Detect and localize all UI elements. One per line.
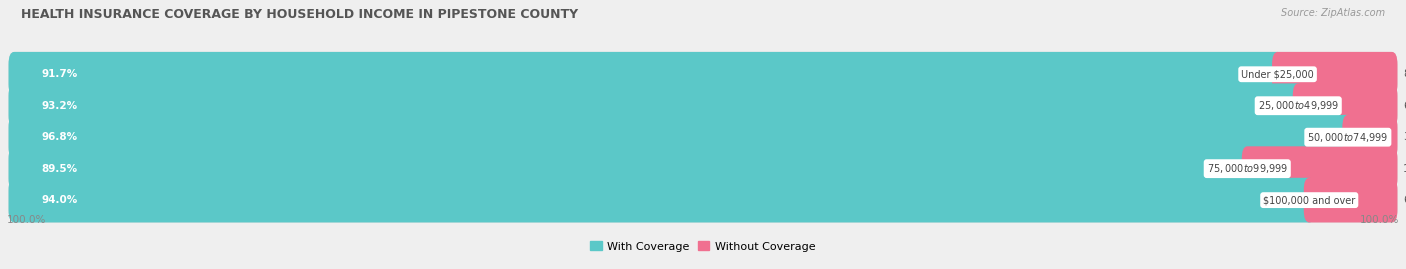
Text: Source: ZipAtlas.com: Source: ZipAtlas.com xyxy=(1281,8,1385,18)
Text: 8.3%: 8.3% xyxy=(1403,69,1406,79)
FancyBboxPatch shape xyxy=(1272,52,1398,97)
FancyBboxPatch shape xyxy=(1241,146,1398,191)
FancyBboxPatch shape xyxy=(8,115,1354,160)
FancyBboxPatch shape xyxy=(8,83,1303,128)
Text: 93.2%: 93.2% xyxy=(42,101,77,111)
Legend: With Coverage, Without Coverage: With Coverage, Without Coverage xyxy=(591,241,815,252)
FancyBboxPatch shape xyxy=(8,115,1398,160)
Text: Under $25,000: Under $25,000 xyxy=(1241,69,1315,79)
FancyBboxPatch shape xyxy=(8,83,1398,128)
Text: 3.2%: 3.2% xyxy=(1403,132,1406,142)
FancyBboxPatch shape xyxy=(1292,83,1398,128)
FancyBboxPatch shape xyxy=(8,52,1398,97)
Text: 10.5%: 10.5% xyxy=(1403,164,1406,174)
Text: HEALTH INSURANCE COVERAGE BY HOUSEHOLD INCOME IN PIPESTONE COUNTY: HEALTH INSURANCE COVERAGE BY HOUSEHOLD I… xyxy=(21,8,578,21)
Text: 91.7%: 91.7% xyxy=(42,69,77,79)
Text: 100.0%: 100.0% xyxy=(1360,215,1399,225)
FancyBboxPatch shape xyxy=(8,178,1398,222)
FancyBboxPatch shape xyxy=(8,146,1398,191)
Text: $25,000 to $49,999: $25,000 to $49,999 xyxy=(1257,99,1339,112)
Text: $100,000 and over: $100,000 and over xyxy=(1263,195,1355,205)
Text: 6.8%: 6.8% xyxy=(1403,101,1406,111)
Text: 89.5%: 89.5% xyxy=(42,164,77,174)
FancyBboxPatch shape xyxy=(8,178,1315,222)
Text: 6.0%: 6.0% xyxy=(1403,195,1406,205)
Text: 96.8%: 96.8% xyxy=(42,132,77,142)
FancyBboxPatch shape xyxy=(8,52,1284,97)
Text: 100.0%: 100.0% xyxy=(7,215,46,225)
Text: $50,000 to $74,999: $50,000 to $74,999 xyxy=(1308,131,1389,144)
FancyBboxPatch shape xyxy=(1303,178,1398,222)
FancyBboxPatch shape xyxy=(8,146,1253,191)
FancyBboxPatch shape xyxy=(1343,115,1398,160)
Text: 94.0%: 94.0% xyxy=(42,195,77,205)
Text: $75,000 to $99,999: $75,000 to $99,999 xyxy=(1206,162,1288,175)
